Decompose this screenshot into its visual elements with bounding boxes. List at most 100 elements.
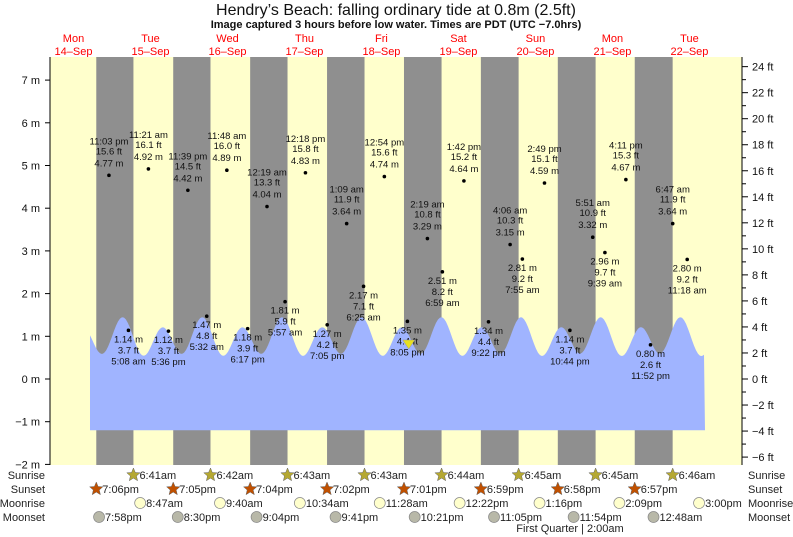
sunset-row-label-right: Sunset xyxy=(748,484,782,496)
sunset-star-icon xyxy=(88,481,104,496)
tide-time: 10:44 pm xyxy=(550,356,590,367)
sunset-star-icon xyxy=(550,481,566,496)
tide-ft: 16.0 ft xyxy=(214,141,241,152)
sunset-time: 6:58pm xyxy=(564,484,601,496)
day-labels: Mon14–SepTue15–SepWed16–SepThu17–SepFri1… xyxy=(55,33,709,58)
tide-m: 3.15 m xyxy=(496,227,525,238)
high-tide-point xyxy=(670,221,675,226)
sunset-time: 7:06pm xyxy=(102,484,139,496)
tide-ft: 15.6 ft xyxy=(96,146,123,157)
chart-subtitle: Image captured 3 hours before low water.… xyxy=(211,19,582,31)
sunset-star-icon xyxy=(242,481,258,496)
tide-m: 2.96 m xyxy=(590,257,619,268)
moonset-time: 9:41pm xyxy=(342,512,379,524)
high-tide-point xyxy=(344,221,349,226)
tide-ft: 14.5 ft xyxy=(175,161,202,172)
sunrise-star-icon xyxy=(203,467,218,482)
sunset-time: 7:04pm xyxy=(256,484,293,496)
sunrise-time: 6:43am xyxy=(371,470,408,482)
tide-m: 4.89 m xyxy=(212,153,241,164)
day-date: 17–Sep xyxy=(286,46,324,58)
day-date: 18–Sep xyxy=(363,46,401,58)
tide-ft: 3.7 ft xyxy=(158,346,179,357)
tide-time: 11:48 am xyxy=(207,131,246,142)
left-tick-label: 0 m xyxy=(22,374,40,386)
day-date: 15–Sep xyxy=(132,46,170,58)
tide-m: 4.74 m xyxy=(370,160,399,171)
low-tide-label: 1.81 m5.9 ft5:57 am xyxy=(268,306,302,339)
right-tick-label: 22 ft xyxy=(752,88,773,100)
left-tick-label: 6 m xyxy=(22,118,40,130)
sunrise-time: 6:45am xyxy=(602,470,639,482)
axes: 7 m 6 m 5 m 4 m 3 m 2 m 1 m 0 m −1 m −2 m 24 ft 22 … xyxy=(15,57,774,471)
moonrise-moon-icon xyxy=(134,497,147,509)
high-tide-point xyxy=(462,179,466,183)
moonset-time: 12:48am xyxy=(660,512,703,524)
tide-ft: 4.8 ft xyxy=(196,331,217,342)
tide-time: 11:52 pm xyxy=(631,371,670,382)
tide-m: 1.27 m xyxy=(313,329,342,340)
low-tide-label: 2.81 m9.2 ft7:55 am xyxy=(505,263,539,296)
right-tick-label: 10 ft xyxy=(752,244,773,256)
low-tide-point xyxy=(166,329,171,333)
sunset-star-icon xyxy=(319,481,335,496)
tide-m: 4.83 m xyxy=(291,156,320,167)
tide-m: 1.14 m xyxy=(114,334,143,345)
sunset-star-icon xyxy=(165,481,181,496)
current-time-marker xyxy=(402,339,416,350)
high-tide-point xyxy=(303,170,308,175)
tide-time: 11:18 am xyxy=(668,285,707,296)
tide-time: 5:57 am xyxy=(268,328,302,339)
moonset-time: 11:54pm xyxy=(580,512,622,524)
low-tide-label: 1.18 m3.9 ft6:17 pm xyxy=(230,333,264,366)
tide-m: 3.32 m xyxy=(578,220,607,231)
right-tick-label: 18 ft xyxy=(752,140,773,152)
left-tick-label: 7 m xyxy=(22,75,40,87)
tide-time: 11:39 pm xyxy=(168,151,207,162)
day-name: Mon xyxy=(602,33,623,45)
high-tide-point xyxy=(107,173,111,178)
sunrise-time: 6:41am xyxy=(139,470,176,482)
right-tick-label: 4 ft xyxy=(752,322,767,334)
left-tick-label: −2 m xyxy=(15,459,40,471)
moonrise-moon-icon xyxy=(214,497,226,509)
high-tide-point xyxy=(225,168,229,172)
moonrise-row-label: Moonrise xyxy=(0,498,45,510)
tide-ft: 3.9 ft xyxy=(237,344,258,355)
moonset-row-label-right: Moonset xyxy=(748,512,790,524)
moonset-moon-icon xyxy=(329,511,342,523)
tide-m: 0.80 m xyxy=(636,349,665,360)
moonrise-row-label-right: Moonrise xyxy=(748,498,793,510)
tide-m: 4.04 m xyxy=(252,189,281,200)
day-date: 21–Sep xyxy=(593,46,631,58)
tide-ft: 15.3 ft xyxy=(613,151,640,162)
tide-m: 2.51 m xyxy=(428,276,457,287)
day-date: 19–Sep xyxy=(439,46,477,58)
tide-ft: 15.8 ft xyxy=(292,144,319,155)
moonset-moon-icon xyxy=(250,511,263,523)
tide-ft: 16.1 ft xyxy=(135,140,162,151)
water-level-fill xyxy=(90,317,705,431)
sunrise-star-icon xyxy=(434,467,449,482)
tide-time: 9:39 am xyxy=(588,279,622,290)
tide-ft: 13.3 ft xyxy=(254,177,281,188)
right-tick-label: 24 ft xyxy=(752,62,773,74)
day-date: 16–Sep xyxy=(209,46,247,58)
tide-time: 8:05 pm xyxy=(390,347,424,358)
moonset-moon-icon xyxy=(171,511,184,523)
moonrise-moon-icon xyxy=(373,497,386,509)
sunrise-time: 6:46am xyxy=(679,470,716,482)
tide-m: 2.81 m xyxy=(508,263,537,274)
moonrise-time: 10:34am xyxy=(306,498,349,510)
sunset-time: 7:01pm xyxy=(410,484,447,496)
tide-time: 1:42 pm xyxy=(447,142,481,153)
